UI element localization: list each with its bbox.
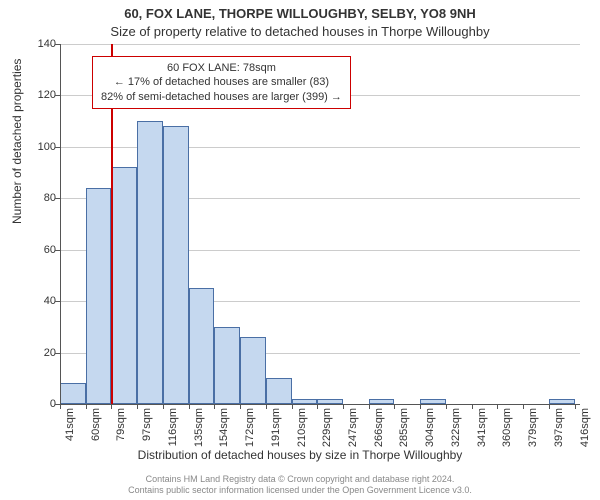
histogram-bar xyxy=(163,126,189,404)
x-tick-mark xyxy=(472,404,473,409)
y-tick-mark xyxy=(55,198,60,199)
x-tick-mark xyxy=(214,404,215,409)
x-tick-label: 116sqm xyxy=(167,408,179,452)
x-tick-label: 41sqm xyxy=(64,408,76,452)
x-tick-label: 266sqm xyxy=(373,408,385,452)
chart-container: 60, FOX LANE, THORPE WILLOUGHBY, SELBY, … xyxy=(0,0,600,500)
histogram-bar xyxy=(86,188,112,404)
annotation-box: 60 FOX LANE: 78sqm ← 17% of detached hou… xyxy=(92,56,351,109)
y-tick-label: 60 xyxy=(26,244,56,256)
y-tick-mark xyxy=(55,250,60,251)
x-tick-mark xyxy=(343,404,344,409)
footer-line2: Contains public sector information licen… xyxy=(0,485,600,496)
x-tick-mark xyxy=(266,404,267,409)
x-tick-mark xyxy=(86,404,87,409)
chart-title-line2: Size of property relative to detached ho… xyxy=(0,24,600,39)
x-tick-mark xyxy=(575,404,576,409)
x-tick-label: 341sqm xyxy=(476,408,488,452)
x-tick-label: 97sqm xyxy=(141,408,153,452)
histogram-bar xyxy=(266,378,292,404)
y-tick-mark xyxy=(55,95,60,96)
histogram-bar xyxy=(240,337,266,404)
x-tick-label: 135sqm xyxy=(193,408,205,452)
y-tick-label: 100 xyxy=(26,141,56,153)
footer-line1: Contains HM Land Registry data © Crown c… xyxy=(0,474,600,485)
x-tick-mark xyxy=(369,404,370,409)
x-tick-mark xyxy=(317,404,318,409)
x-tick-mark xyxy=(394,404,395,409)
x-tick-mark xyxy=(111,404,112,409)
histogram-bar xyxy=(189,288,215,404)
annotation-line1: 60 FOX LANE: 78sqm xyxy=(101,61,342,75)
x-tick-label: 416sqm xyxy=(579,408,591,452)
x-tick-label: 154sqm xyxy=(218,408,230,452)
x-tick-label: 322sqm xyxy=(450,408,462,452)
footer: Contains HM Land Registry data © Crown c… xyxy=(0,474,600,496)
x-tick-label: 229sqm xyxy=(321,408,333,452)
y-tick-mark xyxy=(55,44,60,45)
y-tick-mark xyxy=(55,301,60,302)
x-tick-label: 285sqm xyxy=(398,408,410,452)
x-tick-label: 191sqm xyxy=(270,408,282,452)
y-tick-label: 140 xyxy=(26,38,56,50)
annotation-line3: 82% of semi-detached houses are larger (… xyxy=(101,90,342,104)
y-axis-line xyxy=(60,44,61,404)
y-axis-title: Number of detached properties xyxy=(10,59,24,224)
x-tick-label: 172sqm xyxy=(244,408,256,452)
y-tick-mark xyxy=(55,147,60,148)
x-tick-label: 60sqm xyxy=(90,408,102,452)
y-tick-label: 20 xyxy=(26,347,56,359)
x-tick-mark xyxy=(446,404,447,409)
x-tick-label: 247sqm xyxy=(347,408,359,452)
x-tick-mark xyxy=(189,404,190,409)
x-tick-mark xyxy=(240,404,241,409)
histogram-bar xyxy=(137,121,163,404)
y-tick-label: 40 xyxy=(26,295,56,307)
x-tick-mark xyxy=(549,404,550,409)
y-tick-mark xyxy=(55,353,60,354)
x-tick-mark xyxy=(420,404,421,409)
x-tick-label: 360sqm xyxy=(501,408,513,452)
x-tick-mark xyxy=(137,404,138,409)
x-tick-mark xyxy=(497,404,498,409)
x-axis-title: Distribution of detached houses by size … xyxy=(0,448,600,462)
x-tick-mark xyxy=(292,404,293,409)
x-tick-label: 379sqm xyxy=(527,408,539,452)
x-tick-mark xyxy=(60,404,61,409)
x-tick-label: 397sqm xyxy=(553,408,565,452)
histogram-bar xyxy=(214,327,240,404)
histogram-bar xyxy=(111,167,137,404)
chart-title-line1: 60, FOX LANE, THORPE WILLOUGHBY, SELBY, … xyxy=(0,6,600,21)
histogram-bar xyxy=(60,383,86,404)
x-tick-mark xyxy=(523,404,524,409)
y-tick-label: 0 xyxy=(26,398,56,410)
x-tick-label: 210sqm xyxy=(296,408,308,452)
y-tick-label: 80 xyxy=(26,192,56,204)
x-tick-label: 79sqm xyxy=(115,408,127,452)
y-tick-label: 120 xyxy=(26,89,56,101)
annotation-line2: ← 17% of detached houses are smaller (83… xyxy=(101,75,342,89)
x-tick-label: 304sqm xyxy=(424,408,436,452)
x-tick-mark xyxy=(163,404,164,409)
